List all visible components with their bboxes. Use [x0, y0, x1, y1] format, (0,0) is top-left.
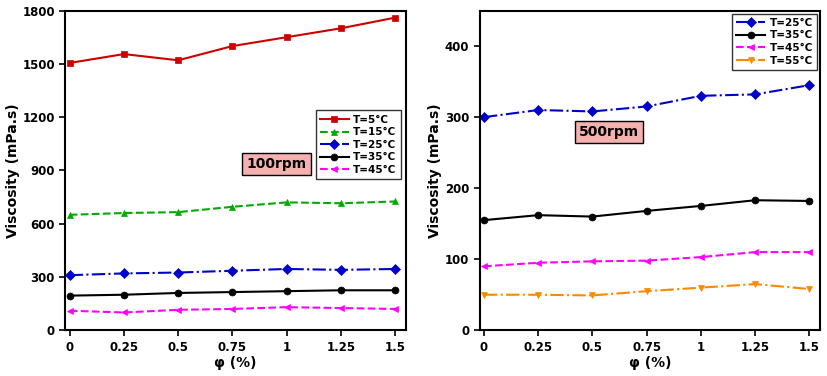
T=55°C [750, 282, 760, 287]
T=45°C [282, 305, 292, 309]
T=45°C [696, 255, 706, 259]
Y-axis label: Viscosity (mPa.s): Viscosity (mPa.s) [428, 103, 442, 238]
T=55°C [533, 293, 543, 297]
T=25°C [696, 94, 706, 98]
T=45°C [805, 250, 815, 254]
T=45°C [390, 307, 400, 311]
T=45°C [750, 250, 760, 254]
T=55°C [642, 289, 652, 293]
Line: T=25°C: T=25°C [66, 265, 399, 279]
T=45°C [587, 259, 597, 264]
T=45°C [227, 307, 237, 311]
T=35°C [696, 204, 706, 208]
T=15°C [65, 212, 74, 217]
T=35°C [479, 218, 489, 222]
T=25°C [65, 273, 74, 277]
T=25°C [533, 108, 543, 112]
T=25°C [805, 83, 815, 87]
T=55°C [805, 287, 815, 291]
T=25°C [173, 270, 183, 275]
T=35°C [227, 290, 237, 294]
T=15°C [282, 200, 292, 205]
Line: T=45°C: T=45°C [66, 304, 399, 316]
T=15°C [119, 211, 129, 215]
T=25°C [336, 268, 346, 272]
T=35°C [65, 293, 74, 298]
T=25°C [227, 268, 237, 273]
Legend: T=25°C, T=35°C, T=45°C, T=55°C: T=25°C, T=35°C, T=45°C, T=55°C [732, 14, 817, 70]
Text: 100rpm: 100rpm [246, 157, 307, 171]
Text: 500rpm: 500rpm [579, 125, 639, 139]
T=55°C [479, 293, 489, 297]
T=45°C [533, 261, 543, 265]
T=55°C [696, 285, 706, 290]
T=5°C [390, 15, 400, 20]
T=5°C [227, 44, 237, 49]
Line: T=25°C: T=25°C [480, 82, 813, 121]
X-axis label: φ (%): φ (%) [214, 356, 257, 370]
Line: T=15°C: T=15°C [66, 198, 399, 218]
T=5°C [119, 52, 129, 56]
T=35°C [805, 199, 815, 203]
T=55°C [587, 293, 597, 298]
T=35°C [642, 209, 652, 213]
T=35°C [336, 288, 346, 293]
T=15°C [390, 199, 400, 204]
T=5°C [173, 58, 183, 62]
Line: T=45°C: T=45°C [480, 249, 813, 270]
T=15°C [173, 210, 183, 214]
T=25°C [642, 104, 652, 109]
T=15°C [227, 205, 237, 209]
T=25°C [282, 267, 292, 271]
T=35°C [587, 214, 597, 219]
Y-axis label: Viscosity (mPa.s): Viscosity (mPa.s) [6, 103, 20, 238]
Legend: T=5°C, T=15°C, T=25°C, T=35°C, T=45°C: T=5°C, T=15°C, T=25°C, T=35°C, T=45°C [316, 111, 401, 179]
T=35°C [390, 288, 400, 293]
T=25°C [479, 115, 489, 119]
T=45°C [173, 308, 183, 312]
T=45°C [479, 264, 489, 268]
T=35°C [750, 198, 760, 203]
T=45°C [336, 306, 346, 310]
T=25°C [587, 109, 597, 114]
T=25°C [390, 267, 400, 271]
X-axis label: φ (%): φ (%) [629, 356, 672, 370]
T=35°C [119, 293, 129, 297]
T=25°C [750, 92, 760, 97]
T=45°C [642, 258, 652, 263]
T=45°C [119, 310, 129, 315]
T=5°C [336, 26, 346, 30]
T=15°C [336, 201, 346, 206]
Line: T=35°C: T=35°C [66, 287, 399, 299]
Line: T=5°C: T=5°C [66, 14, 399, 67]
T=25°C [119, 271, 129, 276]
T=5°C [65, 61, 74, 65]
T=5°C [282, 35, 292, 39]
T=45°C [65, 308, 74, 313]
T=35°C [533, 213, 543, 217]
T=35°C [282, 289, 292, 293]
T=35°C [173, 291, 183, 295]
Line: T=55°C: T=55°C [480, 280, 813, 299]
Line: T=35°C: T=35°C [480, 197, 813, 224]
